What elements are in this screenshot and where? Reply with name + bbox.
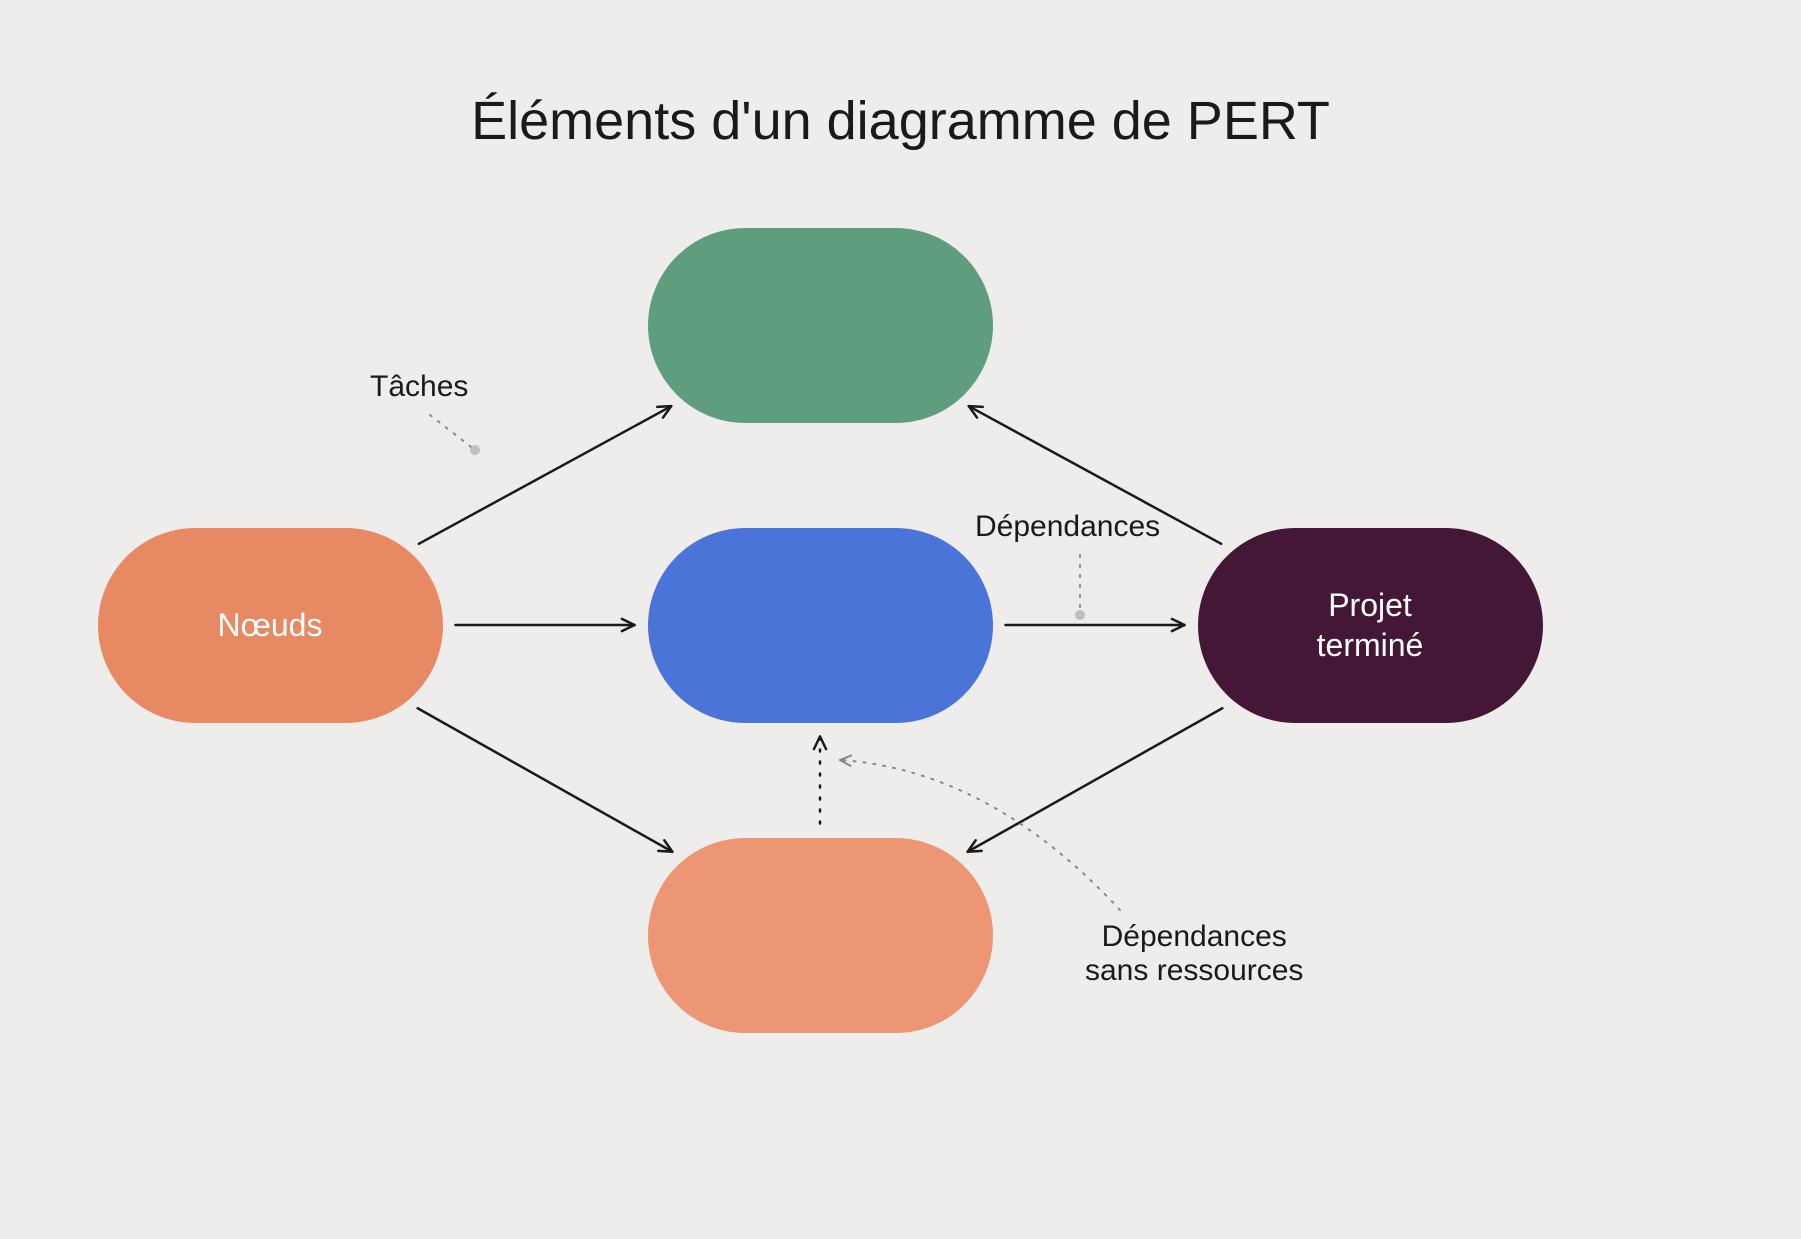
arrowhead-bot-mid	[814, 737, 826, 750]
arrowhead-start-bot	[658, 840, 672, 851]
node-top	[648, 228, 993, 423]
arrowhead-start-mid	[622, 619, 635, 631]
annotation-dot-dependances	[1075, 610, 1085, 620]
edge-start-bot	[418, 708, 673, 852]
node-start: Nœuds	[98, 528, 443, 723]
annotation-taches: Tâches	[370, 370, 468, 404]
edge-end-bot	[968, 708, 1223, 852]
annotation-arrow-dep-sans-res	[840, 756, 851, 766]
node-label-end: Projet terminé	[1317, 585, 1424, 665]
node-bot	[648, 838, 993, 1033]
arrowhead-start-top	[657, 406, 671, 417]
annotation-dep-sans-res: Dépendances sans ressources	[1085, 920, 1303, 988]
annotation-dot-taches	[470, 445, 480, 455]
annotation-pointer-taches	[430, 415, 475, 450]
node-mid	[648, 528, 993, 723]
node-end: Projet terminé	[1198, 528, 1543, 723]
node-label-start: Nœuds	[218, 605, 323, 645]
edge-start-top	[419, 406, 671, 544]
diagram-title: Éléments d'un diagramme de PERT	[0, 90, 1801, 152]
diagram-canvas: Éléments d'un diagramme de PERT Nœuds Pro…	[0, 0, 1801, 1239]
arrowhead-end-top	[969, 406, 983, 417]
annotation-dependances: Dépendances	[975, 510, 1160, 544]
arrowhead-end-bot	[968, 840, 982, 851]
arrowhead-mid-end	[1172, 619, 1185, 631]
